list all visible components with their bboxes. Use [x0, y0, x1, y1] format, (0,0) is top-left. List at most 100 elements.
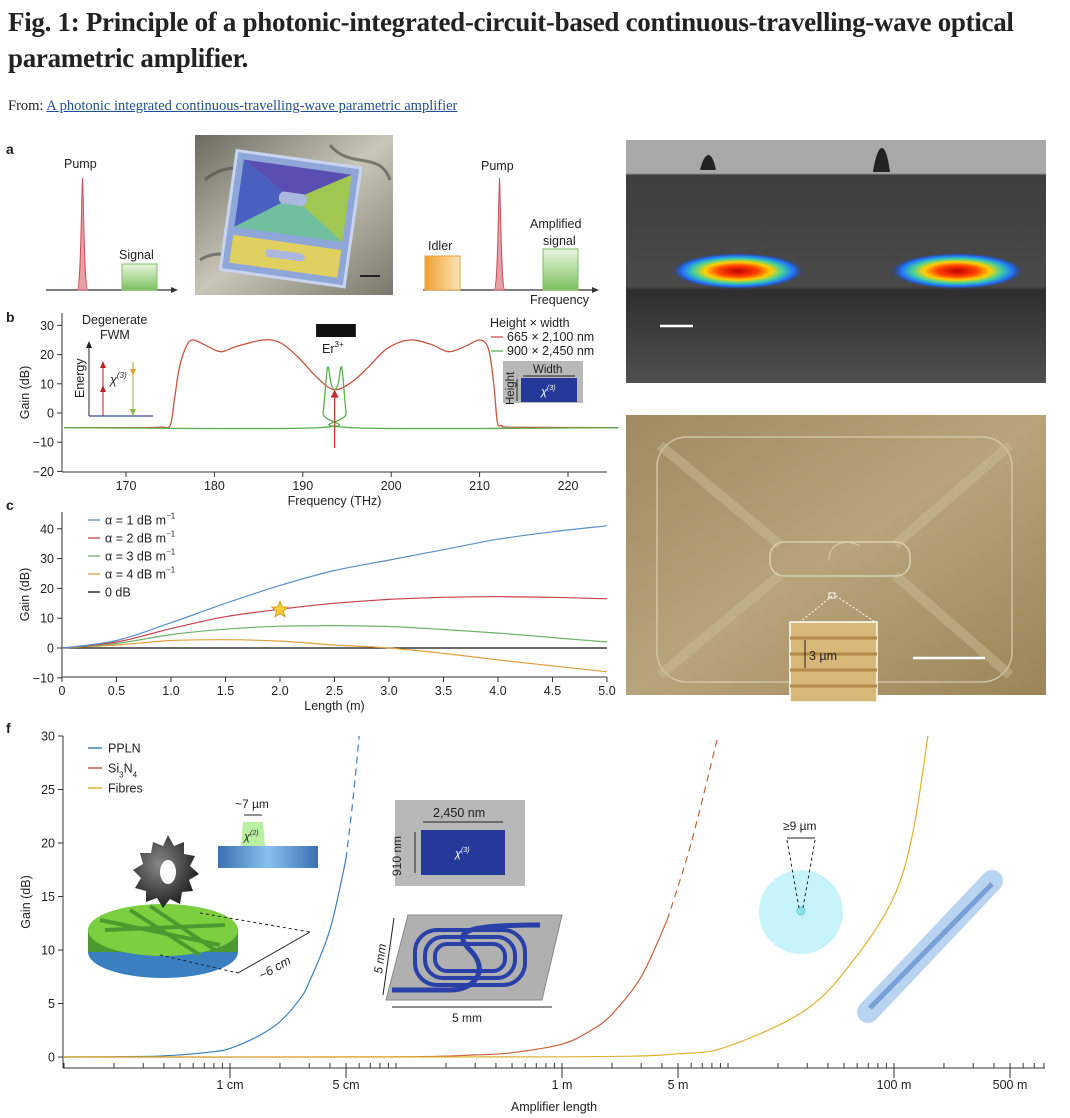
legend-entry: Fibres: [108, 782, 143, 796]
y-axis-label: Gain (dB): [19, 875, 33, 929]
series-line-2: [64, 366, 619, 430]
y-tick-label: −10: [33, 436, 54, 450]
signal-label: Signal: [119, 248, 154, 262]
series-line-solid: [63, 858, 347, 1058]
x-tick-label: 1 cm: [216, 1078, 243, 1092]
source-line: From: A photonic integrated continuous-t…: [8, 98, 457, 115]
ppln-waveguide-crosssection: ~7 µm χ(2): [218, 797, 318, 868]
y-tick-label: 10: [40, 612, 54, 626]
chip-photo: [195, 135, 393, 295]
legend-entry-text: Fibres: [108, 782, 143, 796]
legend-entry: α = 3 dB m−1: [105, 548, 176, 564]
x-tick-label: 180: [204, 479, 225, 493]
x-tick-label: 3.0: [380, 684, 397, 698]
legend-entry-subscript: 4: [133, 770, 138, 779]
signal-box: [121, 263, 158, 291]
chart-f: 0 5 10 15 20 25 30 1 cm 5 cm 1 m 5 m 100 m 500 m Ampl…: [19, 730, 1045, 1114]
x-tick-label: 1.5: [217, 684, 234, 698]
y-tick-label: 0: [47, 407, 54, 421]
series-line: [61, 596, 608, 649]
pump-peak: [493, 177, 506, 291]
y-tick-label: 20: [41, 837, 55, 851]
legend-entry-text: 0 dB: [105, 586, 131, 600]
y-tick-label: 20: [40, 348, 54, 362]
er-band-bar: [316, 324, 356, 337]
legend-entry-text: α = 1 dB m: [105, 514, 166, 528]
amplified-label-2: signal: [543, 234, 576, 248]
series-line: [61, 639, 608, 673]
panel-d-sem-image: [626, 140, 1046, 383]
x-tick-label: 210: [469, 479, 490, 493]
output-spectrum: Idler Pump Amplified signal Frequency: [423, 159, 599, 307]
legend-entry-text: α = 3 dB m: [105, 550, 166, 564]
energy-axis-label: Energy: [73, 358, 87, 398]
arrowhead-icon: [171, 287, 178, 293]
x-tick-label: 200: [381, 479, 402, 493]
panel-label-b: b: [6, 309, 15, 325]
x-axis-label: Length (m): [304, 699, 364, 713]
fibre-core-label: ≥9 µm: [783, 819, 817, 833]
chart-b: −20 −10 0 10 20 30 170 180 190 200 210 220 Frequency…: [18, 313, 619, 508]
panel-b-er-band: Er3+: [322, 340, 344, 356]
ppln-width-label: ~7 µm: [235, 797, 269, 811]
series-line: [61, 525, 608, 649]
x-tick-label: 3.5: [435, 684, 452, 698]
arrowhead-icon: [592, 287, 599, 293]
spiral-chip-illustration: 5 mm 5 mm: [371, 914, 563, 1025]
pump-label: Pump: [64, 157, 97, 171]
fibre-crosssection: ≥9 µm: [759, 819, 843, 954]
y-tick-label: −20: [33, 465, 54, 479]
wafer-size-label: ~6 cm: [257, 953, 294, 982]
chi-symbol: χ: [243, 831, 251, 843]
panel-b-inset-fwm: Degenerate FWM Energy χ(3): [73, 313, 153, 417]
chip-height-label: 5 mm: [371, 943, 389, 975]
y-tick-label: 5: [48, 997, 55, 1011]
y-tick-label: 10: [40, 377, 54, 391]
legend-entry-exponent: −1: [166, 512, 176, 521]
zoom-inset: 3 µm: [789, 621, 878, 703]
sin-waveguide-crosssection: 2,450 nm 910 nm χ(3): [390, 800, 525, 886]
chi-symbol: χ: [540, 386, 548, 398]
from-label: From:: [8, 98, 47, 114]
chart-c: −10 0 10 20 30 40 0 0.5 1.0 1.5 2.0 2.5 3.0 3.5 4.0 4.5…: [18, 512, 616, 714]
x-tick-label: 1 m: [552, 1078, 573, 1092]
x-tick-label: 5 cm: [332, 1078, 359, 1092]
chi-order: (2): [250, 830, 259, 837]
star-marker-icon: [270, 599, 290, 618]
idler-box: [424, 255, 461, 291]
legend-entry-text: α = 4 dB m: [105, 568, 166, 582]
chi-order: (3): [461, 847, 470, 854]
x-tick-label: 5 m: [668, 1078, 689, 1092]
x-tick-label: 190: [292, 479, 313, 493]
figure-title: Fig. 1: Principle of a photonic-integrat…: [8, 7, 1014, 73]
legend-entry-text: N: [124, 762, 133, 776]
series-line-1: [64, 339, 619, 429]
idler-label: Idler: [428, 239, 452, 253]
legend-entry: α = 2 dB m−1: [105, 530, 176, 546]
series-line-dashed: [666, 735, 719, 921]
legend-entry-exponent: −1: [166, 530, 176, 539]
legend-entry-exponent: −1: [166, 566, 176, 575]
er-label: Er3+: [322, 340, 344, 356]
x-tick-label: 0.5: [108, 684, 125, 698]
amplified-signal-box: [542, 248, 579, 291]
article-link[interactable]: A photonic integrated continuous-travell…: [46, 98, 458, 114]
legend-entry: 0 dB: [105, 586, 131, 600]
pump-peak: [76, 177, 89, 291]
optical-mode-left: [672, 253, 804, 289]
y-tick-label: −10: [33, 671, 54, 685]
y-tick-label: 30: [40, 552, 54, 566]
y-tick-label: 20: [40, 582, 54, 596]
x-tick-label: 220: [558, 479, 579, 493]
x-tick-label: 5.0: [598, 684, 615, 698]
legend-entry: PPLN: [108, 742, 141, 756]
sin-height-label: 910 nm: [390, 836, 404, 876]
x-tick-label: 4.0: [489, 684, 506, 698]
legend-entry-subscript: 3: [119, 770, 124, 779]
x-tick-label: 2.0: [271, 684, 288, 698]
panel-f-insets: ~6 cm ~7 µm χ(2) 2,450 nm 910 nm χ(3) 5 …: [88, 797, 1003, 1025]
chi3-label: χ(3): [109, 371, 127, 387]
legend-entry-text: PPLN: [108, 742, 141, 756]
x-tick-label: 2.5: [326, 684, 343, 698]
